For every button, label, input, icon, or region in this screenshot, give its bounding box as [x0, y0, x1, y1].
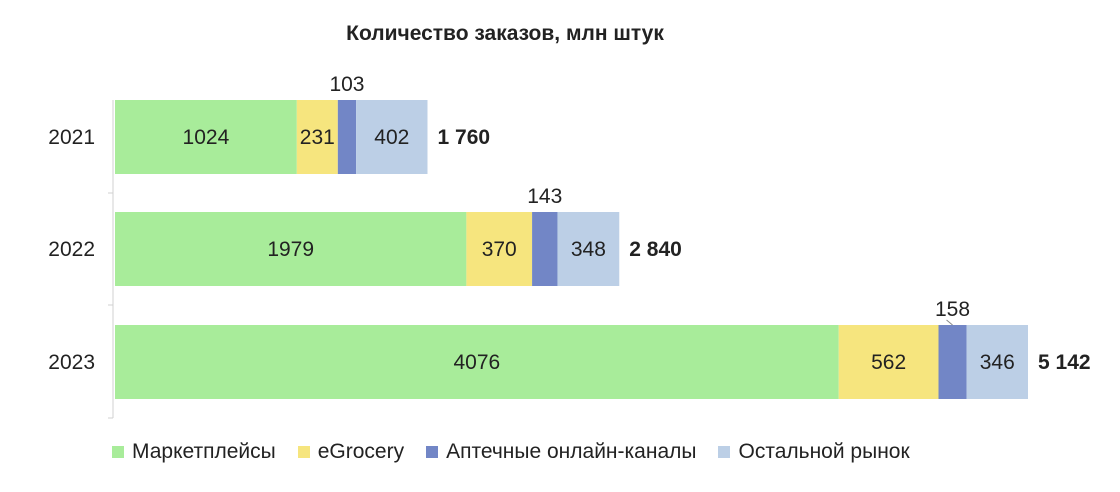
legend-swatch	[718, 446, 731, 458]
legend-item: Остальной рынок	[718, 440, 910, 464]
data-label: 402	[374, 126, 409, 149]
bar-segment	[115, 212, 467, 286]
bar-segment	[938, 325, 967, 399]
legend-label: Аптечные онлайн-каналы	[446, 440, 697, 463]
legend-item: Маркетплейсы	[112, 440, 276, 464]
bar-segment	[966, 325, 1028, 399]
chart-legend: Маркетплейсы eGrocery Аптечные онлайн-кана…	[112, 440, 932, 464]
data-label: 4076	[454, 351, 501, 374]
bar-segment	[557, 212, 620, 286]
chart-plot: Количество заказов, млн штук 2021 1024 231…	[48, 22, 1091, 419]
data-label: 231	[300, 126, 335, 149]
data-label: 143	[527, 185, 562, 208]
legend-item: Аптечные онлайн-каналы	[426, 440, 696, 464]
data-label: 348	[571, 238, 606, 261]
total-label: 5 142	[1038, 351, 1091, 374]
bar-segment	[337, 100, 357, 174]
bar-segment	[296, 100, 338, 174]
bar-segment	[466, 212, 533, 286]
data-label: 158	[935, 298, 970, 321]
bar-segment	[356, 100, 428, 174]
data-label: 346	[980, 351, 1015, 374]
legend-label: eGrocery	[317, 440, 405, 463]
data-label: 1979	[267, 238, 314, 261]
y-tick-label: 2021	[48, 126, 95, 149]
total-label: 1 760	[438, 126, 491, 149]
bar-segment	[115, 325, 839, 399]
legend-item: eGrocery	[297, 440, 405, 464]
data-label: 562	[871, 351, 906, 374]
bar-segment	[115, 100, 297, 174]
legend-swatch	[297, 446, 310, 458]
data-label-leader	[946, 319, 953, 326]
bar-segment	[532, 212, 558, 286]
y-tick-label: 2022	[48, 238, 95, 261]
legend-label: Остальной рынок	[738, 440, 910, 463]
chart-title: Количество заказов, млн штук	[346, 22, 664, 45]
legend-swatch	[112, 446, 124, 458]
bar-segment	[838, 325, 939, 399]
data-label: 1024	[183, 126, 230, 149]
legend-label: Маркетплейсы	[132, 440, 276, 463]
data-label: 103	[329, 73, 364, 96]
y-tick-label: 2023	[48, 351, 95, 374]
data-label: 370	[482, 238, 517, 261]
total-label: 2 840	[629, 238, 682, 261]
legend-swatch	[426, 446, 439, 458]
